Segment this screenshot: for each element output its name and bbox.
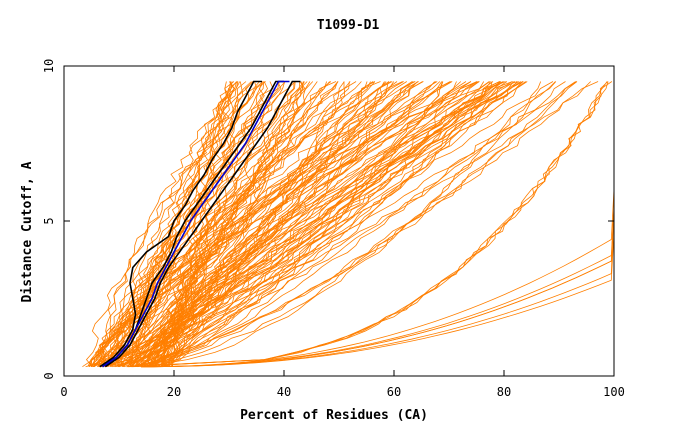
model-curve [146, 81, 528, 368]
model-curve [117, 81, 516, 368]
model-curve [127, 81, 332, 367]
x-tick-label: 20 [167, 385, 181, 399]
x-axis: 0 20 40 60 80 100 [60, 66, 625, 399]
model-curve [170, 81, 438, 367]
model-curve [128, 81, 457, 368]
model-curve [101, 81, 519, 368]
model-curve [126, 81, 613, 368]
model-curve [167, 81, 304, 367]
model-curve [89, 81, 408, 367]
model-curve [123, 81, 387, 367]
model-curve [165, 81, 389, 367]
model-curve [159, 81, 345, 368]
model-curve [89, 81, 351, 368]
model-curve [143, 81, 591, 368]
model-curve [118, 81, 306, 368]
model-curve [97, 81, 239, 367]
model-curve [157, 81, 523, 368]
model-curve [147, 81, 441, 367]
model-curve [166, 81, 504, 368]
model-curve [100, 81, 518, 368]
y-tick-label: 0 [42, 372, 56, 379]
y-axis-label: Distance Cutoff, A [20, 161, 35, 302]
model-curve [101, 81, 554, 368]
model-curve [111, 81, 566, 368]
model-curve [136, 81, 418, 367]
y-axis: 0 5 10 [42, 59, 614, 380]
model-curve [141, 206, 615, 368]
model-curve [157, 81, 556, 368]
model-curve [132, 81, 404, 367]
x-tick-label: 60 [387, 385, 401, 399]
model-curve [104, 81, 599, 368]
highlight-curve-3 [104, 80, 301, 368]
y-tick-label: 5 [42, 217, 56, 224]
x-tick-label: 100 [603, 385, 625, 399]
model-curve [117, 81, 415, 367]
model-curve [109, 81, 230, 367]
x-axis-label: Percent of Residues (CA) [240, 408, 428, 423]
x-tick-label: 80 [497, 385, 511, 399]
model-curve [132, 81, 557, 368]
model-curve [172, 81, 235, 367]
model-curve [97, 81, 254, 367]
highlight-lines [99, 80, 301, 368]
model-curve [146, 81, 350, 367]
y-tick-label: 10 [42, 59, 56, 73]
model-curve [93, 81, 286, 368]
model-curve [117, 81, 286, 367]
model-curve [140, 81, 239, 367]
highlight-curve-2 [102, 80, 284, 368]
model-curve [92, 81, 576, 368]
model-curve [128, 81, 608, 368]
x-tick-label: 40 [277, 385, 291, 399]
model-curve [141, 231, 615, 368]
model-curve [162, 81, 362, 367]
x-tick-label: 0 [60, 385, 67, 399]
highlight-curve-4 [102, 80, 290, 368]
model-curve [147, 81, 238, 368]
model-curve [102, 81, 452, 367]
model-curve [134, 81, 521, 368]
chart-title: T1099-D1 [317, 18, 380, 33]
model-curve [168, 81, 282, 367]
highlight-curve-1 [99, 80, 262, 368]
model-curve [150, 81, 295, 367]
model-curve [111, 81, 235, 367]
plot-area [82, 81, 615, 368]
model-curve [138, 81, 305, 368]
model-curve [96, 81, 296, 367]
model-curve [94, 81, 260, 367]
